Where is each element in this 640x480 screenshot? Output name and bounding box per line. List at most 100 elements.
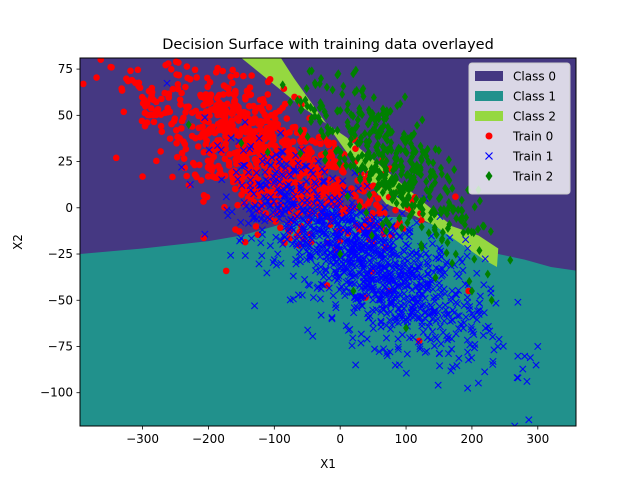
data-point (489, 357, 497, 365)
data-point (255, 134, 263, 142)
data-point (383, 166, 390, 176)
data-point (340, 287, 348, 296)
data-point (336, 152, 343, 162)
data-point (476, 196, 483, 206)
data-point (360, 180, 368, 188)
data-point (379, 149, 386, 159)
data-point (374, 195, 382, 202)
data-point (488, 295, 495, 305)
data-point (380, 305, 388, 313)
y-tick-label: 75 (58, 62, 73, 76)
data-point (148, 84, 156, 92)
data-point (406, 212, 413, 222)
data-point (365, 284, 373, 292)
data-point (246, 120, 254, 127)
data-point (319, 281, 327, 289)
data-point (377, 275, 385, 283)
data-point (257, 180, 265, 189)
data-point (329, 292, 337, 300)
data-point (327, 148, 334, 156)
data-point (281, 192, 289, 200)
data-point (328, 315, 336, 323)
data-point (378, 126, 385, 136)
data-point (344, 191, 351, 201)
data-point (374, 145, 381, 155)
data-point (205, 146, 213, 154)
data-point (441, 301, 449, 309)
legend-swatch (475, 91, 503, 101)
data-point (422, 308, 430, 316)
data-point (357, 330, 365, 338)
data-point (381, 209, 388, 217)
data-point (280, 191, 288, 200)
data-point (279, 80, 286, 90)
data-point (328, 313, 336, 322)
data-point (334, 274, 342, 282)
data-point (261, 217, 269, 225)
data-point (297, 105, 304, 115)
y-axis-ticks: 75 50 25 0 −25 −50 −75 −100 (40, 62, 80, 400)
data-point (294, 231, 302, 239)
data-point (323, 82, 330, 92)
data-point (375, 114, 382, 124)
data-point (453, 213, 460, 223)
data-point (272, 218, 279, 225)
data-point (424, 271, 432, 279)
data-point (245, 205, 254, 213)
data-point (408, 304, 416, 312)
data-point (230, 98, 238, 105)
legend-item-class-2: Class 2 (475, 110, 556, 124)
y-tick-label: 50 (58, 108, 73, 122)
data-point (404, 169, 411, 179)
data-point (468, 227, 475, 237)
data-point (427, 167, 434, 177)
data-point (242, 202, 250, 211)
data-point (231, 185, 239, 193)
data-point (480, 221, 487, 231)
data-point (191, 66, 199, 74)
data-point (353, 303, 361, 311)
data-point (250, 102, 257, 110)
data-point (257, 201, 265, 210)
data-point (357, 339, 365, 347)
data-point (381, 173, 388, 183)
data-point (323, 246, 331, 254)
data-point (327, 259, 335, 267)
data-point (204, 157, 212, 165)
data-point (213, 174, 221, 182)
data-point (471, 254, 478, 264)
data-point (247, 234, 256, 242)
data-point (397, 267, 405, 275)
data-point (332, 163, 340, 171)
data-point (332, 304, 340, 312)
data-point (417, 275, 426, 283)
data-point (299, 215, 307, 223)
data-point (415, 263, 424, 271)
data-point (178, 125, 185, 132)
data-point (238, 191, 245, 199)
data-point (369, 275, 377, 283)
data-point (446, 219, 453, 229)
data-point (234, 175, 242, 183)
data-point (366, 257, 374, 265)
data-point (421, 348, 429, 356)
data-point (325, 284, 333, 292)
data-point (316, 248, 324, 256)
data-point (219, 67, 227, 75)
data-point (360, 91, 367, 101)
data-point (296, 253, 304, 261)
data-point (383, 106, 390, 116)
data-point (319, 241, 327, 249)
data-point (303, 247, 311, 255)
data-point (356, 201, 363, 211)
data-point (263, 269, 271, 277)
data-point (303, 84, 310, 94)
data-point (172, 127, 180, 134)
data-point (459, 212, 466, 222)
data-point (227, 73, 234, 80)
data-point (455, 325, 463, 333)
data-point (427, 185, 434, 195)
data-point (433, 230, 440, 240)
data-point (220, 91, 227, 98)
data-point (428, 240, 437, 248)
